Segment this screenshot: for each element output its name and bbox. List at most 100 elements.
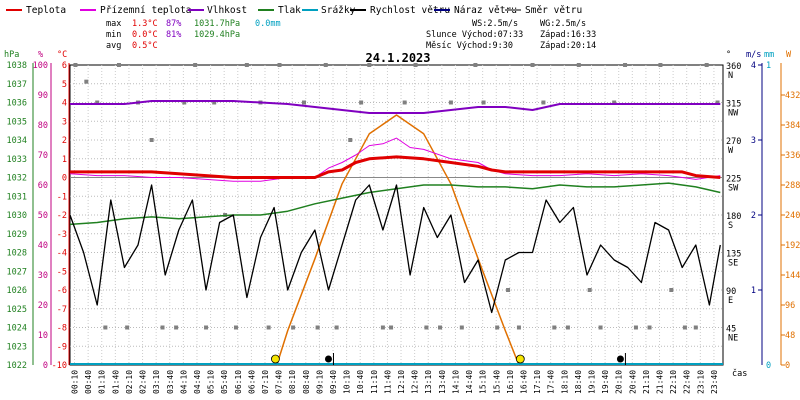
time-tick-label: 23:10 xyxy=(696,370,705,394)
deg-tick-label: 270 xyxy=(726,137,741,147)
wind-direction-point xyxy=(598,325,603,330)
w-tick-label: 48 xyxy=(785,331,795,341)
stats-max-label: max xyxy=(106,19,121,29)
time-tick-label: 15:10 xyxy=(479,370,488,394)
w-tick-label: 192 xyxy=(785,241,800,251)
stats-ws: WS:2.5m/s xyxy=(472,19,518,29)
wind-direction-point xyxy=(291,325,296,330)
wind-direction-point xyxy=(149,138,154,142)
legend-smer-vetru: Směr větru xyxy=(525,5,582,16)
deg-tick-label: 135 xyxy=(726,250,741,260)
time-tick-label: 10:40 xyxy=(356,370,365,394)
hpa-tick-label: 1032 xyxy=(7,174,27,184)
legend-tlak: Tlak xyxy=(278,5,301,16)
deg-tick-label: 45 xyxy=(726,325,736,335)
time-tick-label: 11:40 xyxy=(383,370,392,394)
w-tick-label: 240 xyxy=(785,211,800,221)
hpa-tick-label: 1028 xyxy=(7,249,27,259)
legend-rychlost-vetru: Rychlost větru xyxy=(370,5,450,16)
time-tick-label: 21:40 xyxy=(656,370,665,394)
stats-block: max 1.3°C 87% 1031.7hPa 0.0mm min 0.0°C … xyxy=(106,19,596,51)
hpa-tick-label: 1034 xyxy=(7,136,27,146)
wind-direction-point xyxy=(448,100,453,105)
wind-direction-point xyxy=(233,325,238,330)
dir-tick-label: NE xyxy=(728,334,738,344)
time-tick-label: 00:10 xyxy=(71,370,80,394)
pct-tick-label: 10 xyxy=(38,331,48,341)
wind-direction-point xyxy=(380,325,385,330)
ground-temperature-line xyxy=(69,137,721,182)
stats-avg-temp: 0.5°C xyxy=(132,41,158,51)
hpa-tick-label: 1029 xyxy=(7,230,27,240)
hpa-tick-label: 1027 xyxy=(7,267,27,277)
hpa-tick-label: 1033 xyxy=(7,155,27,165)
time-tick-label: 09:10 xyxy=(315,370,324,394)
dir-tick-label: S xyxy=(728,221,733,231)
time-tick-label: 15:40 xyxy=(492,370,501,394)
time-tick-label: 21:10 xyxy=(642,370,651,394)
time-tick-label: 06:40 xyxy=(247,370,256,394)
stats-moonrise: Měsíc Východ:9:30 xyxy=(426,41,513,51)
time-tick-label: 17:40 xyxy=(547,370,556,394)
time-tick-label: 14:10 xyxy=(451,370,460,394)
time-tick-label: 16:10 xyxy=(506,370,515,394)
time-tick-label: 02:10 xyxy=(125,370,134,394)
celsius-tick-label: -6 xyxy=(57,286,67,296)
axis-label-mm: mm xyxy=(764,50,774,60)
stats-wg: WG:2.5m/s xyxy=(540,19,586,29)
wind-direction-point xyxy=(552,325,557,330)
time-tick-label: 04:10 xyxy=(179,370,188,394)
deg-tick-label: 225 xyxy=(726,175,741,185)
grid xyxy=(69,64,724,366)
wind-direction-point xyxy=(715,100,720,105)
hpa-tick-label: 1031 xyxy=(7,192,27,202)
w-tick-label: 0 xyxy=(785,361,790,371)
hpa-tick-label: 1037 xyxy=(7,80,27,90)
ms-tick-label: 3 xyxy=(751,136,756,146)
solar-line xyxy=(276,114,520,366)
celsius-tick-label: 6 xyxy=(62,61,67,71)
moonrise-icon xyxy=(324,355,332,363)
time-tick-label: 22:40 xyxy=(683,370,692,394)
time-tick-label: 20:10 xyxy=(615,370,624,394)
deg-tick-label: 315 xyxy=(726,100,741,110)
chart-title: 24.1.2023 xyxy=(365,51,430,65)
wind-direction-point xyxy=(334,325,339,330)
wind-direction-point xyxy=(266,325,271,330)
wind-direction-point xyxy=(367,63,372,67)
wind-direction-point xyxy=(669,288,674,292)
time-tick-label: 06:10 xyxy=(234,370,243,394)
time-tick-label: 08:40 xyxy=(302,370,311,394)
wind-direction-point xyxy=(73,63,78,67)
dir-tick-label: SW xyxy=(728,184,739,194)
ms-tick-label: 1 xyxy=(751,286,756,296)
wind-direction-point xyxy=(647,325,652,330)
sunrise-icon xyxy=(271,354,280,364)
time-tick-label: 03:40 xyxy=(166,370,175,394)
wind-direction-point xyxy=(160,325,165,330)
wind-direction-point xyxy=(125,325,130,330)
wind-direction-point xyxy=(658,63,663,67)
dir-tick-label: SE xyxy=(728,259,738,269)
celsius-tick-label: 4 xyxy=(62,99,67,109)
celsius-tick-label: -3 xyxy=(57,230,67,240)
wind-direction-point xyxy=(95,100,100,105)
mm-tick-label: 0 xyxy=(766,361,771,371)
stats-moonset: Západ:20:14 xyxy=(540,41,596,51)
pct-tick-label: 60 xyxy=(38,181,48,191)
wind-direction-point xyxy=(204,325,209,330)
stats-max-temp: 1.3°C xyxy=(132,19,158,29)
time-tick-label: 22:10 xyxy=(669,370,678,394)
time-tick-label: 01:10 xyxy=(98,370,107,394)
wind-direction-point xyxy=(612,100,617,105)
stats-avg-label: avg xyxy=(106,41,121,51)
celsius-tick-label: -9 xyxy=(57,342,67,352)
axis-label-pct: % xyxy=(38,50,43,60)
wind-direction-point xyxy=(576,63,581,67)
ms-tick-label: 2 xyxy=(751,211,756,221)
wind-direction-point xyxy=(402,100,407,105)
stats-min-temp: 0.0°C xyxy=(132,30,158,40)
time-tick-label: 16:40 xyxy=(519,370,528,394)
wind-direction-point xyxy=(481,100,486,105)
